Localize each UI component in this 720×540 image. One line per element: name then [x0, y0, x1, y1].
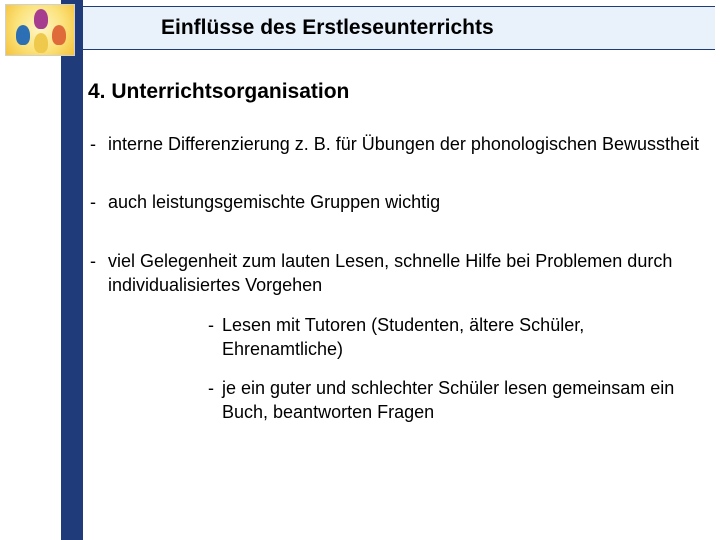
logo-figure	[34, 9, 48, 29]
sub-bullet-marker: -	[208, 313, 222, 337]
slide-title: Einflüsse des Erstleseunterrichts	[161, 16, 494, 40]
bullet-text: viel Gelegenheit zum lauten Lesen, schne…	[108, 249, 706, 298]
sub-bullet-item: - je ein guter und schlechter Schüler le…	[208, 376, 706, 425]
bullet-item: - interne Differenzierung z. B. für Übun…	[88, 132, 706, 156]
bullet-marker: -	[88, 249, 108, 273]
bullet-marker: -	[88, 190, 108, 214]
logo-figure	[16, 25, 30, 45]
sub-bullet-item: - Lesen mit Tutoren (Studenten, ältere S…	[208, 313, 706, 362]
title-band: Einflüsse des Erstleseunterrichts	[83, 6, 715, 50]
logo-figure	[34, 33, 48, 53]
vertical-accent-bar	[61, 0, 83, 540]
family-group-icon	[6, 5, 74, 55]
sub-bullet-text: je ein guter und schlechter Schüler lese…	[222, 376, 706, 425]
sub-bullet-text: Lesen mit Tutoren (Studenten, ältere Sch…	[222, 313, 706, 362]
sub-bullet-marker: -	[208, 376, 222, 400]
bullet-item: - auch leistungsgemischte Gruppen wichti…	[88, 190, 706, 214]
logo	[5, 4, 75, 56]
bullet-text: interne Differenzierung z. B. für Übunge…	[108, 132, 706, 156]
sub-bullet-group: - Lesen mit Tutoren (Studenten, ältere S…	[208, 313, 706, 424]
bullet-item: - viel Gelegenheit zum lauten Lesen, sch…	[88, 249, 706, 298]
bullet-text: auch leistungsgemischte Gruppen wichtig	[108, 190, 706, 214]
content-area: 4. Unterrichtsorganisation - interne Dif…	[88, 80, 706, 438]
slide: Einflüsse des Erstleseunterrichts 4. Unt…	[0, 0, 720, 540]
bullet-marker: -	[88, 132, 108, 156]
logo-figure	[52, 25, 66, 45]
section-heading: 4. Unterrichtsorganisation	[88, 80, 706, 104]
